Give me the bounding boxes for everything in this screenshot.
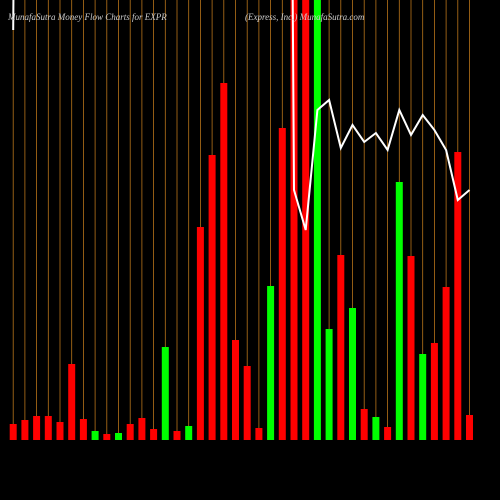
bar: [255, 428, 263, 440]
bar: [185, 426, 193, 440]
bar: [44, 416, 52, 440]
bar: [68, 364, 76, 440]
line-layer: [12, 0, 471, 231]
bar: [21, 420, 29, 440]
bar: [243, 366, 251, 440]
bar: [442, 287, 450, 440]
bar: [220, 83, 228, 440]
bar: [9, 424, 17, 440]
bar: [325, 329, 333, 440]
bar: [56, 422, 64, 440]
bar: [313, 0, 321, 440]
bars: [9, 0, 473, 440]
bar: [454, 152, 462, 440]
bar: [196, 227, 204, 440]
bar: [267, 286, 275, 440]
bar: [138, 418, 146, 440]
money-flow-line: [12, 0, 471, 231]
bar: [103, 434, 111, 440]
bar: [91, 431, 99, 440]
bar: [430, 343, 438, 440]
bar: [360, 409, 368, 440]
bar: [337, 255, 345, 440]
bar: [372, 417, 380, 440]
bar: [232, 340, 239, 440]
chart-title: MunafaSutra Money Flow Charts for EXPR: [7, 12, 167, 22]
bar: [407, 256, 415, 440]
bar: [33, 416, 41, 440]
bar: [115, 433, 122, 440]
bar: [384, 427, 392, 440]
bar: [419, 354, 427, 440]
bar: [150, 429, 158, 440]
bar: [466, 415, 473, 440]
bar: [290, 0, 298, 440]
bar: [208, 155, 216, 440]
bar: [126, 424, 134, 440]
bar: [79, 419, 87, 440]
chart-subtitle: (Express, Inc.) MunafaSutra.com: [245, 12, 365, 22]
bar: [161, 347, 169, 440]
bar: [349, 308, 356, 440]
bar: [278, 128, 286, 440]
bar: [395, 182, 403, 440]
bar: [173, 431, 181, 440]
